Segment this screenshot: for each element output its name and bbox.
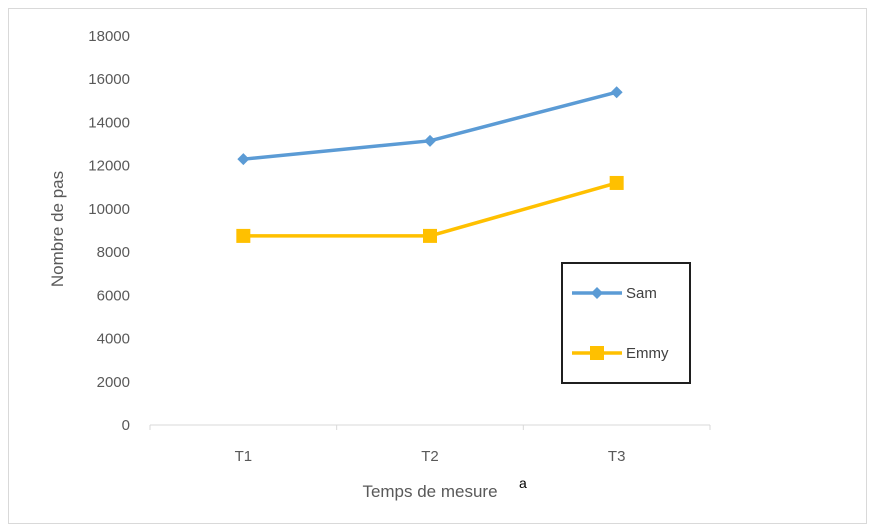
series-line-sam	[243, 92, 616, 159]
legend: Sam Emmy	[562, 263, 690, 383]
legend-box	[562, 263, 690, 383]
data-point-emmy	[423, 229, 437, 243]
x-axis-ticks: T1 T2 T3	[150, 425, 710, 465]
series-sam	[237, 86, 622, 165]
series-line-emmy	[243, 183, 616, 236]
legend-marker-emmy	[590, 346, 604, 360]
y-tick-label: 16000	[88, 71, 130, 88]
y-axis-title: Nombre de pas	[48, 171, 67, 287]
legend-label-emmy: Emmy	[626, 345, 669, 362]
y-tick-label: 6000	[97, 287, 130, 304]
y-tick-label: 2000	[97, 374, 130, 391]
data-point-sam	[237, 153, 249, 165]
data-point-sam	[611, 86, 623, 98]
x-tick-label: T1	[235, 448, 253, 465]
y-tick-label: 4000	[97, 331, 130, 348]
y-axis-ticks: 0 2000 4000 6000 8000 10000 12000 14000 16000 180…	[88, 28, 130, 434]
y-tick-label: 12000	[88, 158, 130, 175]
y-tick-label: 14000	[88, 114, 130, 131]
y-tick-label: 18000	[88, 28, 130, 45]
data-point-emmy	[236, 229, 250, 243]
y-tick-label: 10000	[88, 201, 130, 218]
x-tick-label: T3	[608, 448, 626, 465]
series-emmy	[236, 176, 623, 243]
legend-label-sam: Sam	[626, 285, 657, 302]
data-point-emmy	[610, 176, 624, 190]
x-axis-title-superscript: a	[519, 475, 527, 491]
data-point-sam	[424, 135, 436, 147]
y-tick-label: 8000	[97, 244, 130, 261]
series-layer	[236, 86, 623, 243]
y-tick-label: 0	[122, 417, 130, 434]
x-tick-label: T2	[421, 448, 439, 465]
x-axis-title: Temps de mesure	[362, 482, 497, 501]
